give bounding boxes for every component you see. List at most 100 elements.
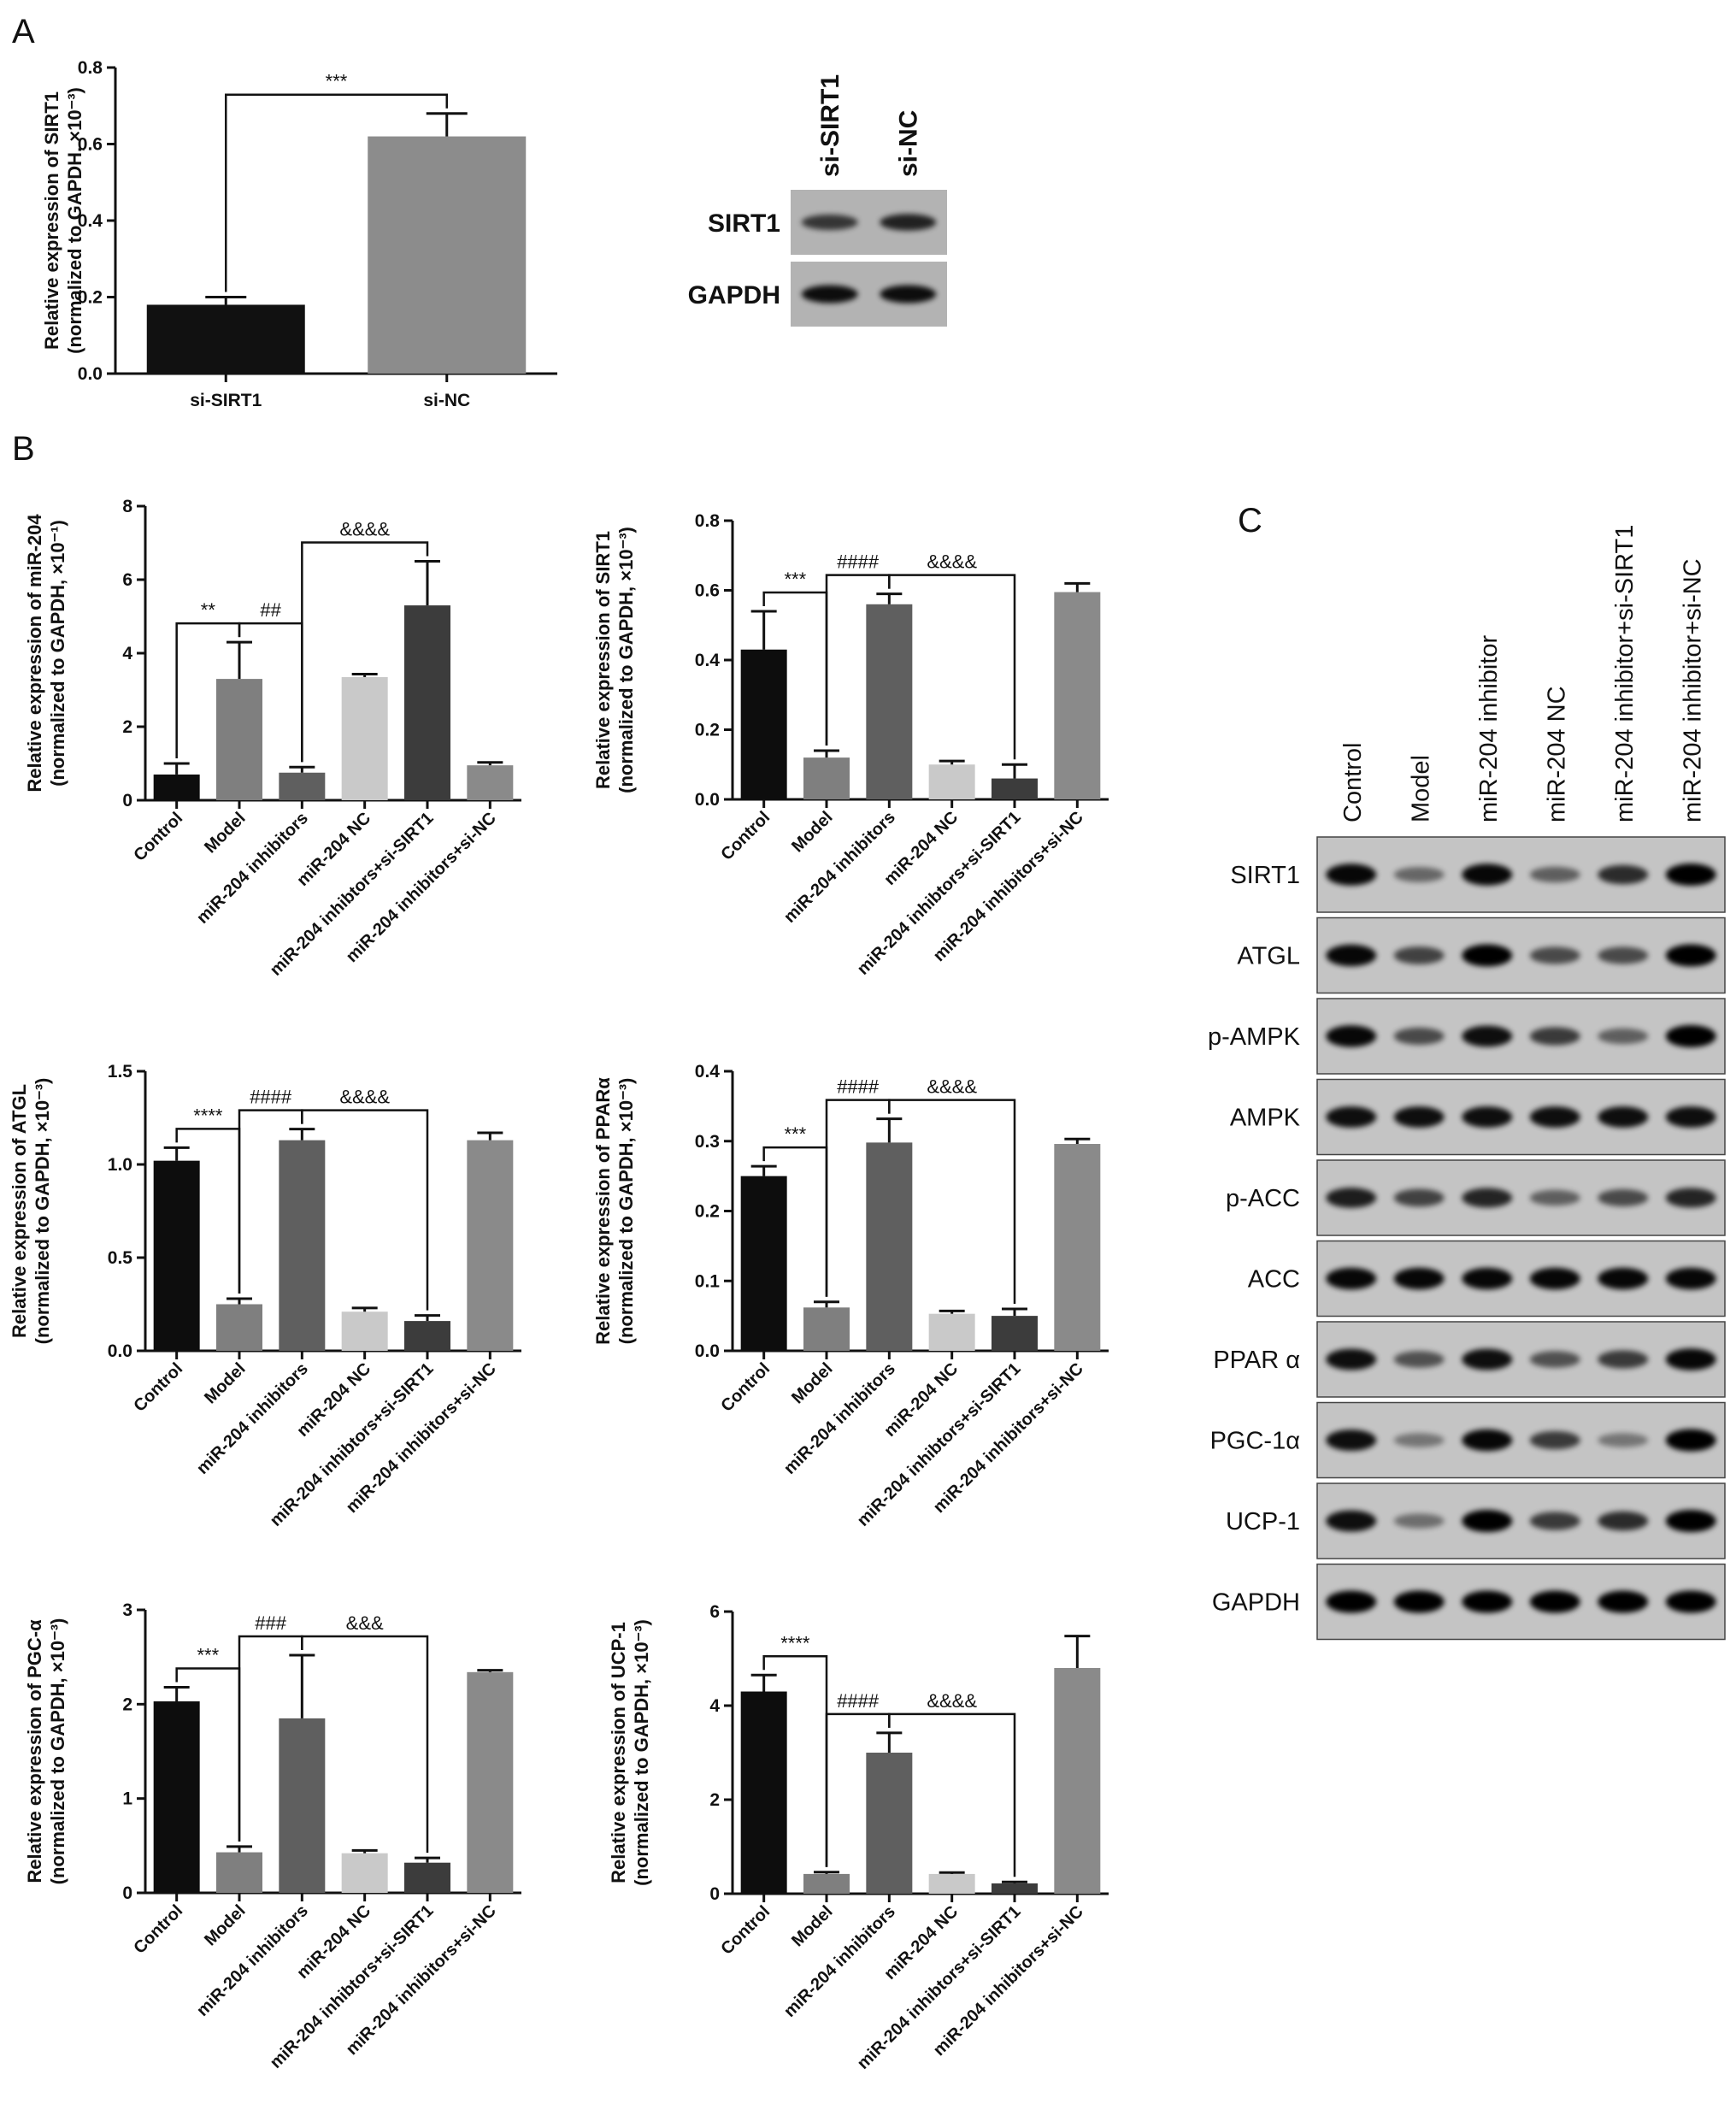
y-tick-label: 2 (122, 717, 132, 737)
significance-label: **** (780, 1632, 810, 1653)
blot-row-label: ACC (1248, 1266, 1300, 1294)
lane-label: miR-204 inhibitor (1475, 634, 1503, 822)
bar-3 (341, 1853, 388, 1893)
band (1665, 1590, 1716, 1613)
band (1598, 1267, 1649, 1290)
blot-row-label: GAPDH (1212, 1589, 1300, 1617)
y-axis-label: (normalized to GAPDH, ×10⁻³) (615, 1078, 637, 1345)
band (1326, 863, 1377, 886)
significance-bracket (888, 574, 1016, 760)
band (1462, 1590, 1513, 1613)
chart-b6: 0 2 4 6 Relative expression of UCP-1 (normali… (608, 1602, 1109, 2073)
band (1393, 1433, 1445, 1447)
bar-1 (368, 136, 527, 374)
y-tick-label: 0.0 (695, 1341, 720, 1361)
blot-row-bg (1316, 1563, 1726, 1641)
charts: 0.0 0.2 0.4 0.6 0.8 Relative expression of SI… (9, 58, 1109, 2073)
panel-label-c: C (1238, 502, 1262, 539)
bar-0 (153, 774, 200, 800)
band (1665, 1106, 1716, 1128)
significance-label: *** (326, 71, 348, 92)
significance-bracket (301, 1635, 429, 1854)
panel-label-b: B (12, 430, 35, 468)
category-label: Control (717, 1359, 774, 1416)
band (1393, 946, 1445, 964)
blot-row-label: ATGL (1237, 943, 1300, 970)
band (801, 214, 858, 231)
western-blot-a: si-SIRT1 si-NC SIRT1 GAPDH (688, 74, 947, 327)
chart-b5: 0 1 2 3 Relative expression of PGC-α (normali… (24, 1600, 521, 2072)
category-label: Control (130, 809, 186, 865)
band (1393, 1267, 1445, 1290)
blot-row-bg (1316, 1240, 1726, 1317)
significance-bracket (225, 93, 448, 292)
blot-row-bg (1316, 1482, 1726, 1559)
significance-bracket (888, 1712, 1016, 1877)
band (880, 285, 937, 304)
significance-label: ** (201, 599, 216, 621)
lane-label: Model (1407, 755, 1434, 822)
significance-label: &&&& (339, 1087, 390, 1108)
y-axis-label: Relative expression of PPARα (592, 1077, 614, 1345)
bar-1 (803, 757, 850, 799)
bar-1 (216, 679, 262, 800)
category-label: miR-204 inhibitors (780, 1902, 899, 2021)
blot-row-bg (1316, 1159, 1726, 1236)
band (1326, 1267, 1377, 1290)
band (1393, 1188, 1445, 1207)
significance-label: &&& (346, 1612, 384, 1634)
y-axis-label: (normalized to GAPDH, ×10⁻³) (64, 87, 85, 354)
y-tick-label: 1.5 (108, 1062, 133, 1082)
chart-b3: 0.0 0.5 1.0 1.5 Relative expression of ATGL(… (9, 1062, 521, 1530)
y-axis-label: Relative expression of miR-204 (24, 514, 45, 793)
bar-2 (866, 1142, 913, 1351)
band (1326, 1025, 1377, 1047)
lane-label: si-NC (894, 110, 922, 177)
y-tick-label: 0.4 (695, 651, 721, 670)
y-tick-label: 0.4 (695, 1062, 721, 1082)
chart-b1: 0 2 4 6 8 Relative expression of miR-204 (norm… (24, 497, 521, 980)
band (1326, 1348, 1377, 1370)
band (1326, 1510, 1377, 1532)
y-tick-label: 0.8 (695, 511, 721, 531)
blot-row-label: p-ACC (1226, 1185, 1300, 1212)
bar-4 (404, 1862, 450, 1893)
significance-label: #### (250, 1087, 292, 1108)
blot-row-label: PPAR α (1213, 1347, 1300, 1374)
y-axis-label: Relative expression of UCP-1 (608, 1622, 629, 1883)
band (801, 285, 858, 304)
bar-2 (279, 1140, 326, 1351)
band (1462, 863, 1513, 886)
y-tick-label: 0.0 (78, 364, 103, 384)
y-tick-label: 1.0 (108, 1155, 132, 1175)
significance-label: &&&& (339, 519, 390, 540)
bar-2 (279, 772, 326, 800)
category-label: Model (201, 809, 249, 857)
bar-1 (216, 1852, 262, 1893)
band (1598, 946, 1649, 964)
band (1326, 1188, 1377, 1208)
blot-row-label: UCP-1 (1226, 1508, 1300, 1535)
blot-row-label: SIRT1 (708, 209, 780, 238)
blot-row-label: PGC-1α (1210, 1428, 1300, 1455)
category-label: si-SIRT1 (190, 391, 262, 410)
band (1598, 1590, 1649, 1613)
blot-row-bg (1316, 998, 1726, 1075)
y-tick-label: 0.4 (78, 211, 103, 231)
band (1462, 1348, 1513, 1370)
y-tick-label: 0.6 (695, 581, 720, 601)
y-tick-label: 1 (122, 1789, 132, 1809)
y-tick-label: 3 (122, 1600, 132, 1620)
category-label: Control (717, 1902, 774, 1959)
category-label: Model (201, 1901, 249, 1949)
category-label: miR-204 inhibitors (780, 808, 899, 927)
band (1462, 1429, 1513, 1452)
y-axis-label: Relative expression of SIRT1 (41, 91, 62, 350)
category-label: miR-204 inhibitors (193, 809, 312, 928)
chart-b4: 0.0 0.1 0.2 0.3 0.4 Relative expression of PP… (592, 1062, 1109, 1530)
significance-label: &&&& (927, 1076, 977, 1098)
y-axis-label: Relative expression of PGC-α (24, 1619, 45, 1883)
significance-bracket (888, 1099, 1016, 1304)
y-tick-label: 2 (709, 1790, 720, 1810)
